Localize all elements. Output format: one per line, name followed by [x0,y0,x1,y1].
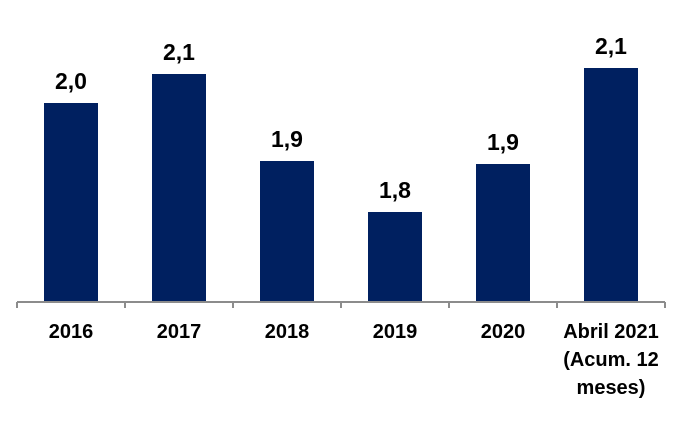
category-label: 2020 [428,318,578,346]
category-label: 2017 [104,318,254,346]
x-axis-tick [16,302,18,308]
value-label: 1,9 [487,129,519,155]
x-axis-tick [448,302,450,308]
category-label-line: 2018 [264,321,310,343]
value-label: 2,1 [163,39,195,65]
value-label: 1,9 [271,126,303,152]
category-label-line: 2017 [156,321,202,343]
x-axis-tick [556,302,558,308]
category-label: 2016 [0,318,146,346]
bar-2016 [44,103,98,301]
category-label-line: 2016 [48,321,94,343]
category-label-line: (Acum. 12 [563,349,659,371]
bar-abril [584,68,638,301]
bar-2019 [368,212,422,301]
category-label: Abril 2021 (Acum. 12 meses) [536,318,686,402]
category-label: 2019 [320,318,470,346]
category-label-line: Abril 2021 [563,321,659,343]
x-axis-tick [664,302,666,308]
category-label-line: 2019 [372,321,418,343]
bar-2018 [260,161,314,301]
x-axis-tick [340,302,342,308]
category-label-line: 2020 [480,321,526,343]
value-label: 2,0 [55,68,87,94]
value-label: 2,1 [595,33,627,59]
value-label: 1,8 [379,177,411,203]
bar-2017 [152,74,206,301]
x-axis-tick [232,302,234,308]
bar-2020 [476,164,530,301]
x-axis-tick [124,302,126,308]
category-label-line: meses) [576,377,646,399]
category-label: 2018 [212,318,362,346]
